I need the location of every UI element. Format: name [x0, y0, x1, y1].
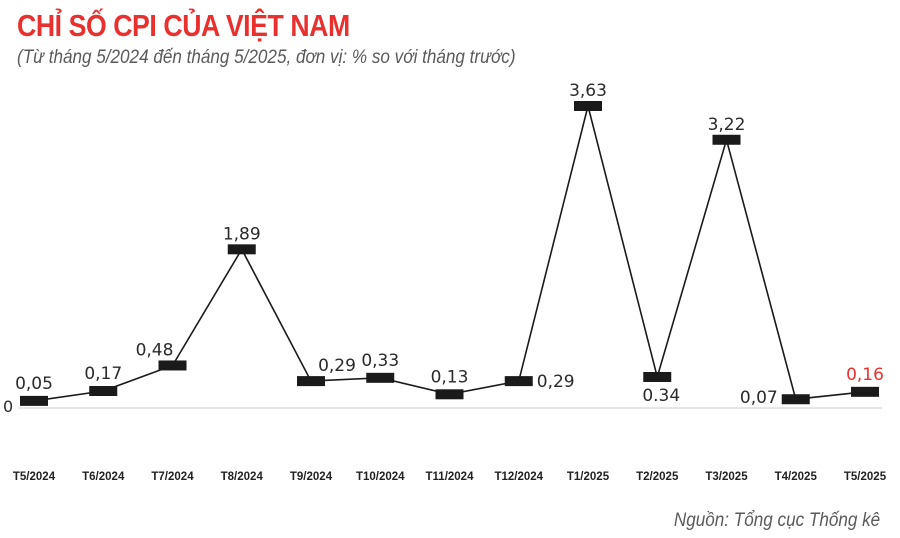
x-axis-tick-label: T4/2025 [775, 471, 818, 483]
x-axis-tick-label: T6/2024 [82, 471, 125, 483]
x-axis-tick-label: T2/2025 [636, 471, 679, 483]
data-value-label: 0,33 [361, 351, 399, 371]
data-point-marker [297, 376, 325, 387]
data-point-marker [574, 101, 602, 111]
data-value-label: 3,63 [569, 81, 607, 101]
data-point-marker [366, 372, 395, 383]
data-point-marker [20, 395, 48, 406]
chart-title: CHỈ SỐ CPI CỦA VIỆT NAM [17, 8, 350, 43]
data-value-label: 0,16 [846, 365, 884, 385]
data-value-label: 1,89 [223, 224, 261, 244]
data-value-label: 3,22 [708, 115, 746, 135]
chart-subtitle: (Từ tháng 5/2024 đến tháng 5/2025, đơn v… [17, 47, 516, 68]
source-note: Nguồn: Tổng cục Thống kê [673, 510, 880, 531]
data-value-label: 0,05 [15, 374, 53, 394]
data-labels: 0,05 0,170,481,890,29 0,330,13 0,293,630.34… [15, 81, 884, 408]
x-axis-labels: T5/2024 T6/2024 T7/2024 T8/2024 T9/2024 T10/2… [13, 471, 887, 483]
data-point-marker [781, 394, 810, 405]
data-value-label: 0,17 [84, 364, 122, 384]
data-value-label: 0,13 [431, 367, 469, 387]
x-axis-tick-label: T5/2025 [844, 471, 887, 483]
y-zero-label: 0 [3, 397, 13, 416]
data-point-marker [89, 385, 118, 396]
x-axis-tick-label: T1/2025 [567, 471, 610, 483]
data-point-marker [158, 360, 187, 371]
data-point-marker [227, 244, 256, 255]
data-value-label: 0.34 [642, 386, 680, 406]
x-axis-tick-label: T8/2024 [221, 471, 264, 483]
data-point-marker [851, 386, 879, 397]
x-axis-tick-label: T9/2024 [290, 471, 333, 483]
x-axis-tick-label: T11/2024 [426, 471, 475, 483]
data-value-label: 0,29 [537, 372, 575, 392]
x-axis-tick-label: T3/2025 [705, 471, 748, 483]
data-point-marker [504, 376, 533, 387]
data-value-label: 0,29 [318, 356, 356, 376]
x-axis-tick-label: T10/2024 [356, 471, 405, 483]
data-point-marker [435, 389, 464, 400]
x-axis-tick-label: T5/2024 [13, 471, 56, 483]
data-value-label: 0,48 [136, 340, 174, 360]
x-axis-tick-label: T7/2024 [151, 471, 194, 483]
x-axis-tick-label: T12/2024 [494, 471, 543, 483]
data-point-marker [712, 134, 741, 145]
data-point-marker [643, 371, 672, 382]
data-markers [20, 101, 879, 406]
data-value-label: 0,07 [740, 388, 778, 408]
